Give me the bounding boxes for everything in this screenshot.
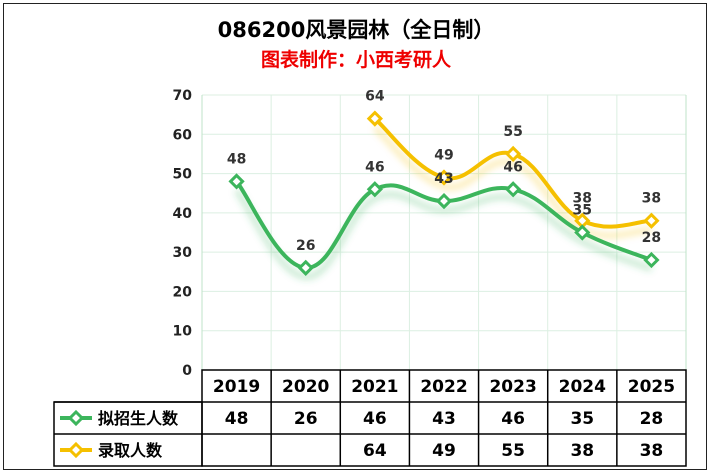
y-tick-label: 70 xyxy=(173,88,193,104)
data-label: 38 xyxy=(573,191,592,207)
data-point-marker xyxy=(228,173,245,190)
data-label: 48 xyxy=(227,151,246,167)
y-tick-label: 60 xyxy=(173,127,193,143)
legend-marker xyxy=(67,409,85,427)
data-point-marker xyxy=(297,259,314,276)
x-category-label: 2024 xyxy=(559,377,606,397)
y-tick-label: 10 xyxy=(173,324,193,340)
data-label: 49 xyxy=(434,148,453,164)
data-point-marker xyxy=(643,212,660,229)
data-label: 64 xyxy=(365,89,385,105)
series-layer xyxy=(228,110,660,280)
data-label: 38 xyxy=(642,191,661,207)
chart-subtitle: 图表制作：小西考研人 xyxy=(261,48,452,71)
chart-title: 086200风景园林（全日制） xyxy=(218,18,495,42)
y-tick-label: 20 xyxy=(173,284,193,300)
x-category-label: 2021 xyxy=(351,377,398,397)
data-point-marker xyxy=(505,181,522,198)
table-cell: 38 xyxy=(570,441,594,461)
data-table: 2019 2020 2021 2022 2023 2024 2025 拟招生人数 48 26 46 4… xyxy=(53,369,687,467)
series-glow-0 xyxy=(234,188,653,280)
series-glow-1 xyxy=(372,125,652,239)
table-cell: 49 xyxy=(432,441,456,461)
legend-label: 录取人数 xyxy=(98,441,163,460)
table-cell: 55 xyxy=(501,441,525,461)
data-label: 26 xyxy=(296,238,315,254)
table-cell: 28 xyxy=(640,409,664,429)
data-label: 46 xyxy=(503,159,522,175)
y-tick-label: 0 xyxy=(182,363,192,379)
y-tick-label: 40 xyxy=(173,206,193,222)
y-axis: 0 10 20 30 40 50 60 70 xyxy=(173,88,193,379)
x-category-label: 2023 xyxy=(489,377,536,397)
table-cell: 43 xyxy=(432,409,456,429)
y-tick-label: 50 xyxy=(173,167,193,183)
table-cell: 46 xyxy=(501,409,525,429)
x-category-label: 2019 xyxy=(213,377,260,397)
data-point-marker xyxy=(505,145,522,163)
data-point-marker xyxy=(574,224,591,241)
legend-label: 拟招生人数 xyxy=(98,409,179,428)
table-cell: 38 xyxy=(640,441,664,461)
y-tick-label: 30 xyxy=(173,245,193,261)
x-category-label: 2025 xyxy=(628,377,675,397)
data-labels: 48 26 46 43 46 35 28 64 49 55 38 38 xyxy=(227,89,661,254)
data-label: 55 xyxy=(503,124,522,140)
data-point-marker xyxy=(366,181,383,198)
data-point-marker xyxy=(643,251,660,269)
legend-marker xyxy=(67,441,85,459)
data-label: 35 xyxy=(573,203,592,219)
data-point-marker xyxy=(435,192,453,210)
table-cell: 64 xyxy=(363,441,387,461)
data-point-marker xyxy=(435,169,453,186)
x-category-label: 2020 xyxy=(282,377,329,397)
table-border xyxy=(201,369,687,467)
table-cell: 48 xyxy=(225,409,249,429)
grid xyxy=(201,94,687,370)
x-category-label: 2022 xyxy=(420,377,467,397)
data-label: 28 xyxy=(642,230,661,246)
data-point-marker xyxy=(366,110,383,127)
table-cell: 26 xyxy=(294,409,318,429)
data-label: 46 xyxy=(365,159,384,175)
table-cell: 35 xyxy=(570,409,594,429)
table-cell: 46 xyxy=(363,409,387,429)
data-label: 43 xyxy=(434,171,453,187)
